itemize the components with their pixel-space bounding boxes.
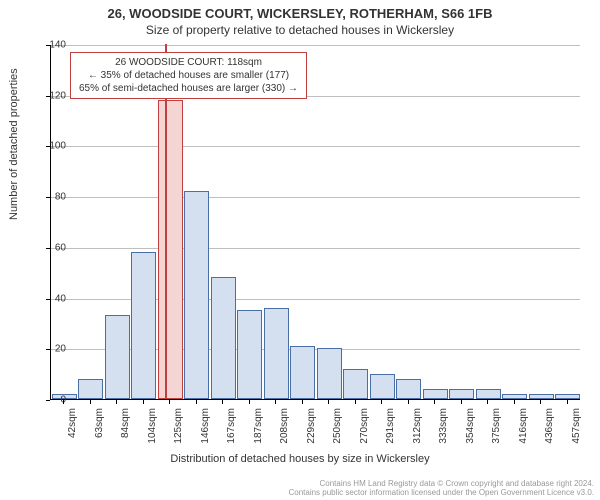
grid-line bbox=[51, 146, 580, 147]
histogram-bar bbox=[317, 348, 342, 399]
y-tick-label: 140 bbox=[36, 40, 66, 51]
x-tick-label: 416sqm bbox=[518, 408, 529, 452]
histogram-bar bbox=[105, 315, 130, 399]
x-tick-label: 63sqm bbox=[94, 408, 105, 452]
histogram-bar bbox=[449, 389, 474, 399]
x-tick-label: 375sqm bbox=[491, 408, 502, 452]
histogram-bar bbox=[131, 252, 156, 399]
x-tick-mark bbox=[487, 400, 488, 404]
x-axis-label: Distribution of detached houses by size … bbox=[0, 453, 600, 465]
histogram-bar bbox=[343, 369, 368, 399]
x-tick-label: 354sqm bbox=[465, 408, 476, 452]
y-tick-label: 100 bbox=[36, 141, 66, 152]
histogram-bar bbox=[237, 310, 262, 399]
histogram-bar bbox=[476, 389, 501, 399]
x-tick-label: 104sqm bbox=[147, 408, 158, 452]
x-tick-mark bbox=[63, 400, 64, 404]
y-tick-label: 0 bbox=[36, 395, 66, 406]
annotation-line-3: 65% of semi-detached houses are larger (… bbox=[79, 82, 298, 95]
y-tick-label: 40 bbox=[36, 293, 66, 304]
x-tick-mark bbox=[169, 400, 170, 404]
x-tick-label: 84sqm bbox=[120, 408, 131, 452]
y-tick-mark bbox=[46, 248, 50, 249]
x-tick-label: 229sqm bbox=[306, 408, 317, 452]
x-tick-mark bbox=[249, 400, 250, 404]
x-tick-mark bbox=[116, 400, 117, 404]
x-tick-mark bbox=[540, 400, 541, 404]
grid-line bbox=[51, 45, 580, 46]
y-tick-label: 80 bbox=[36, 192, 66, 203]
x-tick-mark bbox=[328, 400, 329, 404]
histogram-bar bbox=[184, 191, 209, 399]
x-tick-label: 125sqm bbox=[173, 408, 184, 452]
histogram-bar bbox=[264, 308, 289, 399]
y-tick-mark bbox=[46, 45, 50, 46]
annotation-line-2: ← 35% of detached houses are smaller (17… bbox=[79, 69, 298, 82]
footer-line-1: Contains HM Land Registry data © Crown c… bbox=[288, 479, 594, 489]
histogram-bar bbox=[529, 394, 554, 399]
x-tick-mark bbox=[381, 400, 382, 404]
x-tick-label: 291sqm bbox=[385, 408, 396, 452]
y-tick-label: 120 bbox=[36, 90, 66, 101]
footer-line-2: Contains public sector information licen… bbox=[288, 488, 594, 498]
grid-line bbox=[51, 248, 580, 249]
x-tick-label: 333sqm bbox=[438, 408, 449, 452]
y-tick-mark bbox=[46, 400, 50, 401]
y-axis-label: Number of detached properties bbox=[8, 68, 20, 220]
histogram-bar bbox=[290, 346, 315, 399]
histogram-bar bbox=[555, 394, 580, 399]
x-tick-mark bbox=[90, 400, 91, 404]
x-tick-label: 457sqm bbox=[571, 408, 582, 452]
y-tick-mark bbox=[46, 96, 50, 97]
grid-line bbox=[51, 197, 580, 198]
x-tick-label: 42sqm bbox=[67, 408, 78, 452]
histogram-bar bbox=[211, 277, 236, 399]
y-tick-mark bbox=[46, 146, 50, 147]
x-tick-label: 187sqm bbox=[253, 408, 264, 452]
x-tick-label: 250sqm bbox=[332, 408, 343, 452]
x-tick-label: 208sqm bbox=[279, 408, 290, 452]
x-tick-mark bbox=[514, 400, 515, 404]
chart-title-secondary: Size of property relative to detached ho… bbox=[0, 21, 600, 37]
histogram-bar bbox=[396, 379, 421, 399]
annotation-line-1: 26 WOODSIDE COURT: 118sqm bbox=[79, 56, 298, 69]
x-tick-mark bbox=[355, 400, 356, 404]
annotation-box: 26 WOODSIDE COURT: 118sqm ← 35% of detac… bbox=[70, 52, 307, 99]
histogram-bar bbox=[78, 379, 103, 399]
histogram-bar bbox=[502, 394, 527, 399]
x-tick-mark bbox=[302, 400, 303, 404]
x-tick-label: 167sqm bbox=[226, 408, 237, 452]
x-tick-mark bbox=[275, 400, 276, 404]
x-tick-label: 270sqm bbox=[359, 408, 370, 452]
histogram-bar bbox=[423, 389, 448, 399]
y-tick-label: 60 bbox=[36, 242, 66, 253]
x-tick-mark bbox=[408, 400, 409, 404]
x-tick-label: 146sqm bbox=[200, 408, 211, 452]
x-tick-mark bbox=[461, 400, 462, 404]
x-tick-mark bbox=[567, 400, 568, 404]
y-tick-mark bbox=[46, 197, 50, 198]
histogram-bar bbox=[370, 374, 395, 399]
x-tick-label: 312sqm bbox=[412, 408, 423, 452]
x-tick-mark bbox=[196, 400, 197, 404]
x-tick-mark bbox=[222, 400, 223, 404]
x-tick-mark bbox=[434, 400, 435, 404]
x-tick-mark bbox=[143, 400, 144, 404]
y-tick-mark bbox=[46, 349, 50, 350]
x-tick-label: 436sqm bbox=[544, 408, 555, 452]
chart-title-primary: 26, WOODSIDE COURT, WICKERSLEY, ROTHERHA… bbox=[0, 0, 600, 21]
histogram-bar-highlight bbox=[158, 100, 183, 399]
y-tick-mark bbox=[46, 299, 50, 300]
y-tick-label: 20 bbox=[36, 344, 66, 355]
footer-attribution: Contains HM Land Registry data © Crown c… bbox=[288, 479, 594, 498]
chart-container: 26, WOODSIDE COURT, WICKERSLEY, ROTHERHA… bbox=[0, 0, 600, 500]
